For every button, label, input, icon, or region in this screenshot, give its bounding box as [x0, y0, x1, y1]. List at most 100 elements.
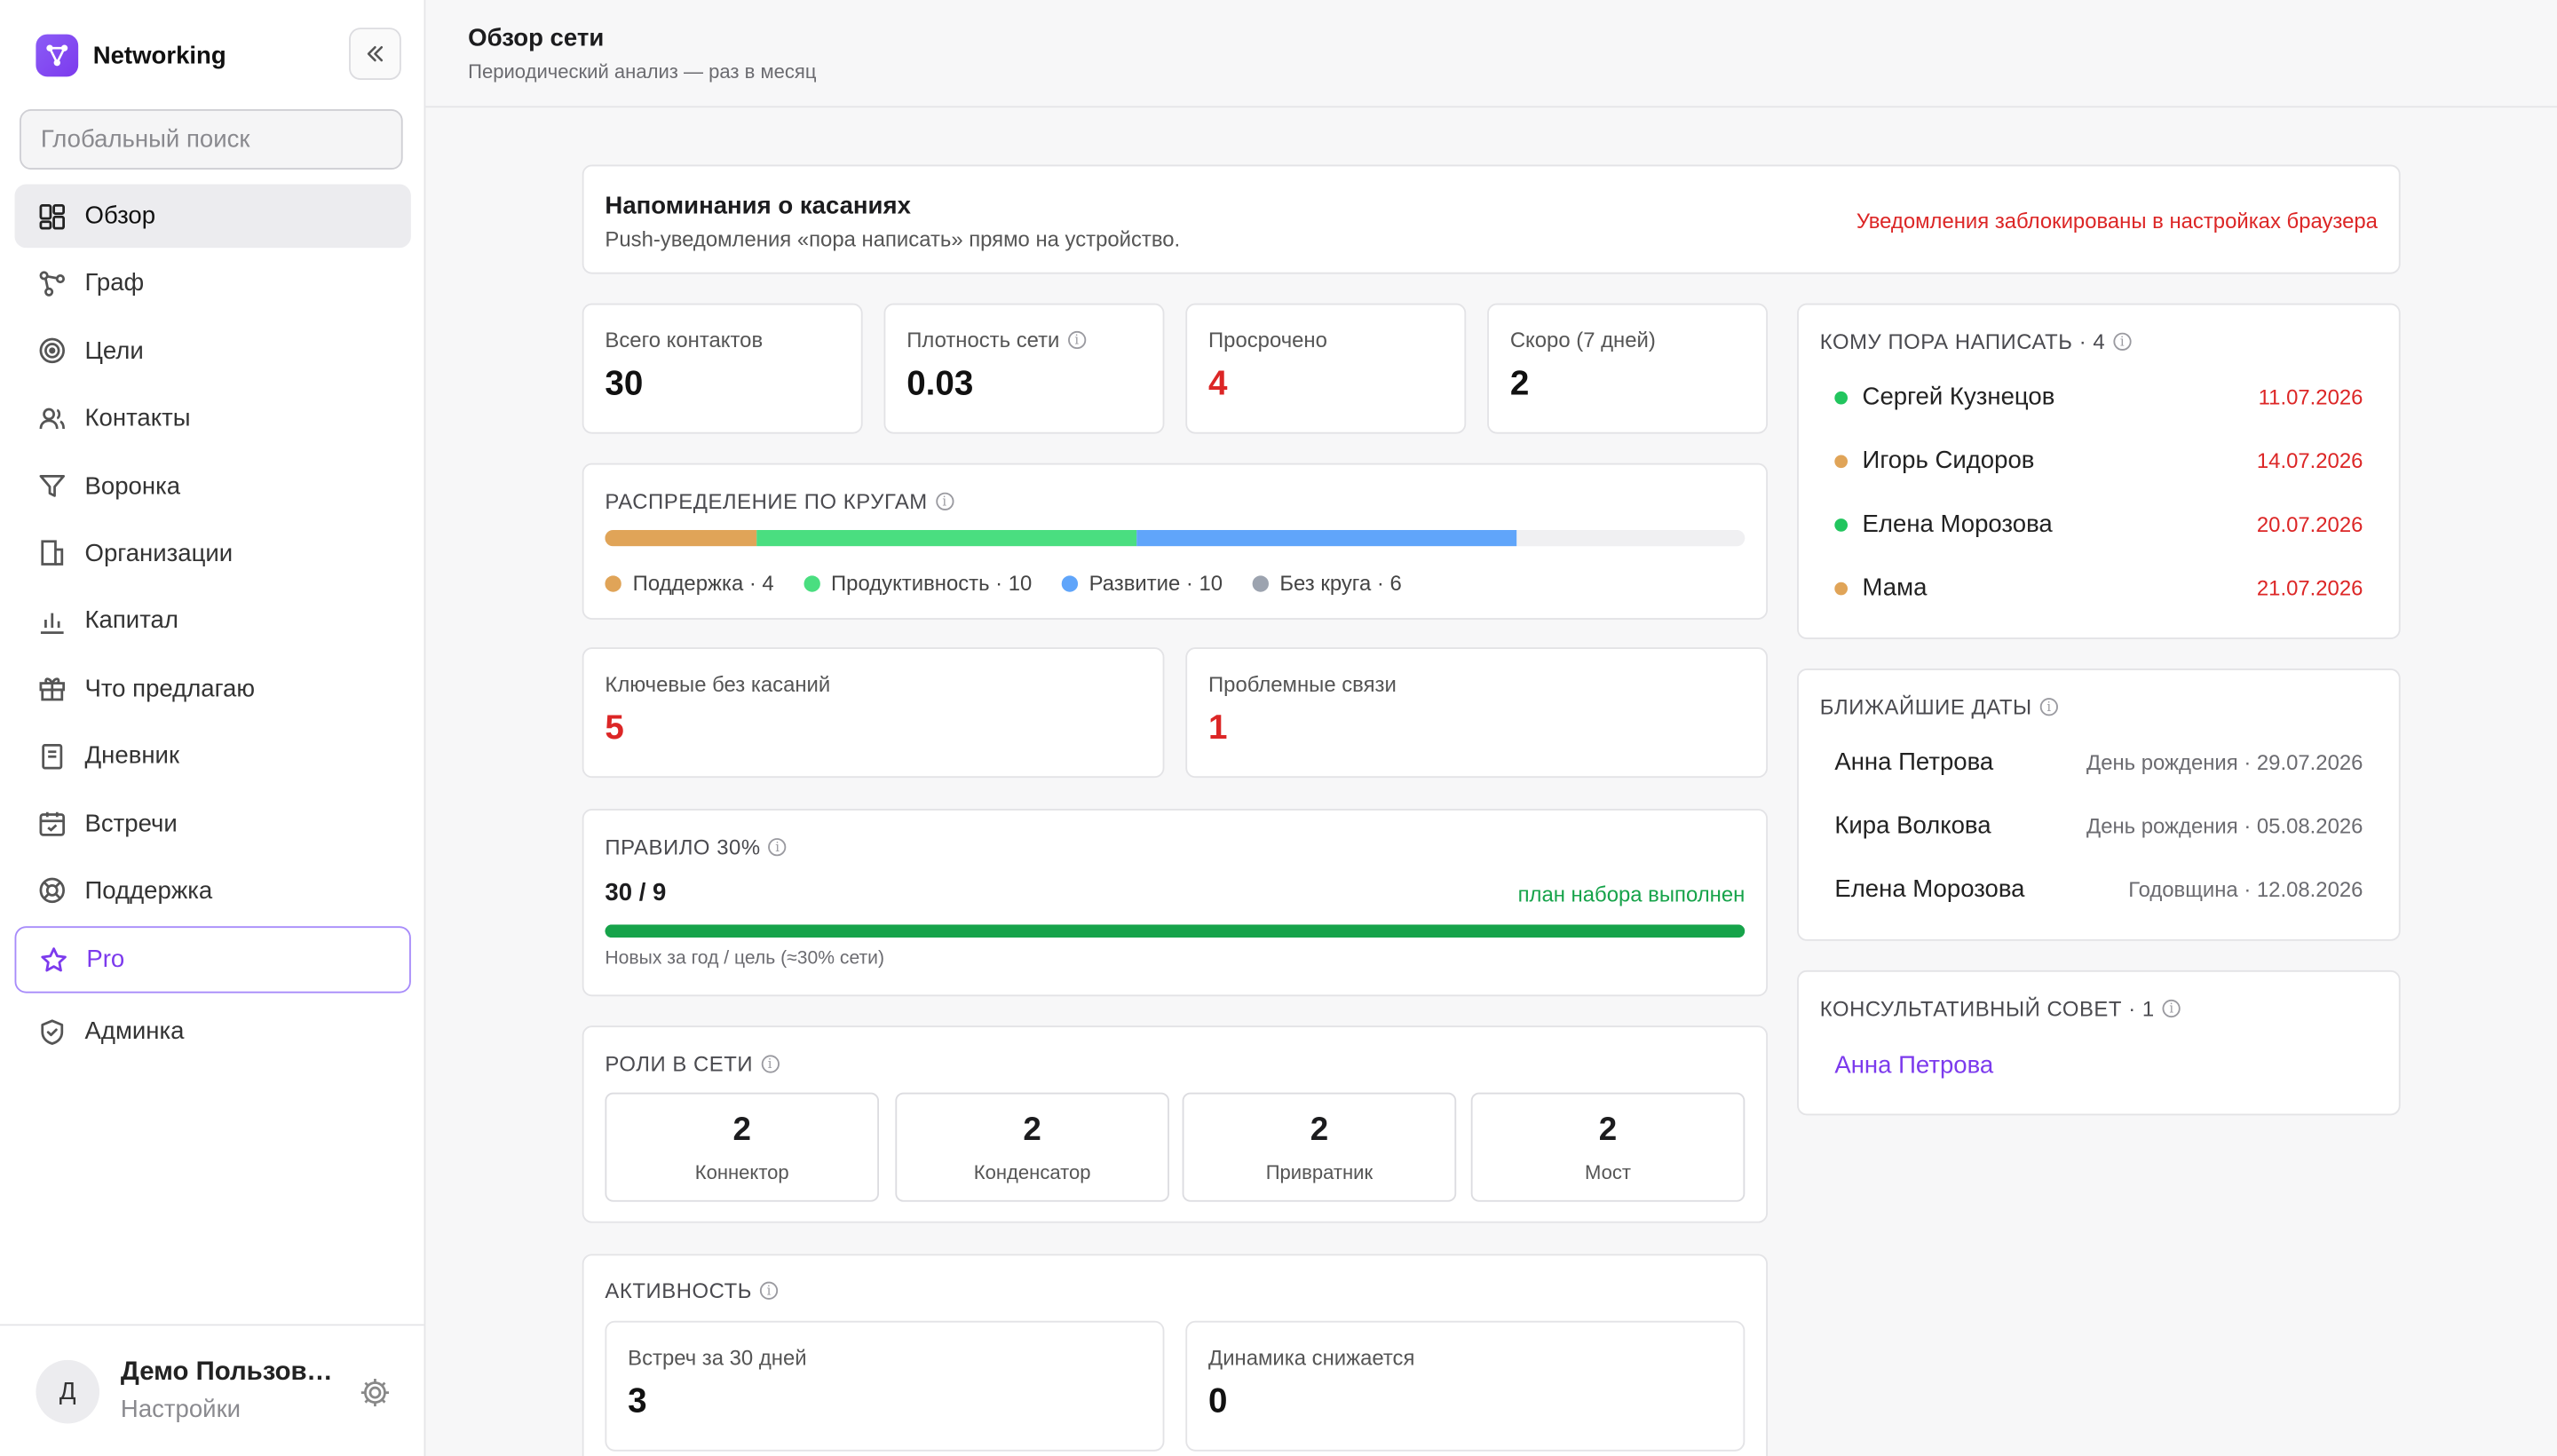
role-gatekeeper[interactable]: 2 Привратник: [1182, 1092, 1457, 1202]
info-icon[interactable]: i: [1067, 330, 1086, 350]
legend-item-development[interactable]: Развитие · 10: [1061, 571, 1223, 595]
rule-title: ПРАВИЛО 30% i: [605, 835, 788, 859]
sidebar-item-funnel[interactable]: Воронка: [15, 455, 411, 518]
users-icon: [39, 408, 66, 429]
graph-icon: [39, 271, 66, 297]
rule-progress-track: [605, 924, 1746, 938]
legend-dot: [803, 574, 820, 591]
info-icon[interactable]: i: [2039, 698, 2059, 716]
event-date: Годовщина · 12.08.2026: [2128, 877, 2363, 902]
notebook-icon: [42, 743, 63, 769]
stat-label: Динамика снижается: [1208, 1345, 1415, 1370]
rule-status: план набора выполнен: [1517, 882, 1746, 907]
stat-soon[interactable]: Скоро (7 дней) 2: [1487, 303, 1769, 434]
sidebar-item-offer[interactable]: Что предлагаю: [15, 657, 411, 721]
role-condenser[interactable]: 2 Конденсатор: [895, 1092, 1169, 1202]
role-count: 2: [732, 1112, 751, 1149]
sidebar-item-meetings[interactable]: Встречи: [15, 792, 411, 856]
stat-value: 0.03: [906, 365, 974, 403]
contact-row[interactable]: Мама 21.07.2026: [1834, 574, 2363, 602]
sidebar-item-capital[interactable]: Капитал: [15, 590, 411, 653]
legend-label: Продуктивность · 10: [831, 570, 1033, 596]
sidebar-item-diary[interactable]: Дневник: [15, 724, 411, 788]
avatar[interactable]: Д: [36, 1359, 100, 1424]
rule-progress-fill: [605, 924, 1746, 938]
gift-icon: [39, 677, 66, 701]
info-icon[interactable]: i: [935, 492, 954, 510]
to-write-title: КОМУ ПОРА НАПИСАТЬ · 4 i: [1820, 329, 2132, 354]
contact-name: Елена Морозова: [1834, 875, 2025, 904]
legend-label: Поддержка · 4: [632, 570, 774, 596]
info-icon[interactable]: i: [768, 838, 788, 857]
rule-note: Новых за год / цель (≈30% сети): [605, 948, 885, 969]
sidebar-item-goals[interactable]: Цели: [15, 320, 411, 384]
user-panel[interactable]: Д Демо Пользователь Настройки: [0, 1324, 424, 1456]
sidebar-item-pro[interactable]: Pro: [14, 926, 411, 994]
info-icon[interactable]: i: [761, 1055, 780, 1073]
date-row[interactable]: Елена Морозова Годовщина · 12.08.2026: [1834, 875, 2363, 903]
due-date: 14.07.2026: [2256, 448, 2363, 473]
bar-chart-icon: [40, 613, 64, 634]
role-label: Мост: [1585, 1160, 1632, 1184]
status-dot: [1834, 581, 1848, 595]
advisory-board-card: КОНСУЛЬТАТИВНЫЙ СОВЕТ · 1 i Анна Петрова: [1797, 969, 2401, 1116]
sidebar-item-organizations[interactable]: Организации: [15, 522, 411, 586]
stat-label: Встреч за 30 дней: [628, 1345, 807, 1370]
info-icon[interactable]: i: [2162, 999, 2181, 1018]
meetings-30-days[interactable]: Встреч за 30 дней 3: [605, 1320, 1165, 1452]
contact-row[interactable]: Елена Морозова 20.07.2026: [1834, 510, 2363, 538]
brand[interactable]: Networking: [36, 34, 226, 77]
roles-card: РОЛИ В СЕТИ i 2 Коннектор 2 Конденсатор …: [582, 1025, 1769, 1223]
role-connector[interactable]: 2 Коннектор: [605, 1092, 879, 1202]
sidebar-item-support[interactable]: Поддержка: [15, 859, 411, 923]
stat-density[interactable]: Плотность сети i 0.03: [883, 303, 1165, 434]
user-settings-link[interactable]: Настройки: [120, 1396, 241, 1424]
stat-total-contacts[interactable]: Всего контактов 30: [582, 303, 863, 434]
status-dot: [1834, 454, 1848, 468]
date-row[interactable]: Кира Волкова День рождения · 05.08.2026: [1834, 812, 2363, 840]
notification-status: Уведомления заблокированы в настройках б…: [1856, 209, 2378, 233]
contact-row[interactable]: Игорь Сидоров 14.07.2026: [1834, 447, 2363, 474]
contact-row[interactable]: Сергей Кузнецов 11.07.2026: [1834, 384, 2363, 411]
reminders-card: Напоминания о касаниях Push-уведомления …: [582, 164, 2401, 274]
stat-value: 5: [605, 708, 624, 748]
date-row[interactable]: Анна Петрова День рождения · 29.07.2026: [1834, 748, 2363, 776]
contact-name: Сергей Кузнецов: [1862, 383, 2055, 411]
sidebar-item-label: Контакты: [84, 404, 191, 433]
legend-item-support[interactable]: Поддержка · 4: [605, 570, 774, 596]
sidebar-item-graph[interactable]: Граф: [15, 252, 411, 316]
trend-declining[interactable]: Динамика снижается 0: [1185, 1320, 1746, 1452]
info-icon[interactable]: i: [2113, 332, 2132, 351]
stat-label: Всего контактов: [605, 328, 764, 352]
legend-item-productivity[interactable]: Продуктивность · 10: [803, 570, 1033, 596]
role-bridge[interactable]: 2 Мост: [1470, 1092, 1746, 1202]
key-no-touch-card[interactable]: Ключевые без касаний 5: [582, 647, 1165, 779]
board-member-link[interactable]: Анна Петрова: [1834, 1051, 1994, 1080]
circles-distribution-bar: [605, 529, 1746, 547]
stat-value: 3: [628, 1382, 647, 1420]
sidebar: Networking Обзор Граф Цели Контакты: [0, 0, 426, 1456]
to-write-title-text: КОМУ ПОРА НАПИСАТЬ · 4: [1819, 329, 2106, 354]
legend-item-no-circle[interactable]: Без круга · 6: [1252, 570, 1402, 596]
collapse-sidebar-button[interactable]: [349, 28, 401, 80]
circles-title-text: РАСПРЕДЕЛЕНИЕ ПО КРУГАМ: [605, 489, 928, 514]
contact-name: Анна Петрова: [1834, 748, 1994, 777]
info-icon[interactable]: i: [760, 1281, 779, 1300]
sidebar-item-contacts[interactable]: Контакты: [15, 387, 411, 451]
circles-card: РАСПРЕДЕЛЕНИЕ ПО КРУГАМ i Поддержка · 4 …: [582, 463, 1769, 620]
stat-overdue[interactable]: Просрочено 4: [1185, 303, 1467, 434]
stat-label: Проблемные связи: [1208, 671, 1397, 697]
due-date: 21.07.2026: [2256, 575, 2363, 600]
stat-value: 1: [1208, 708, 1228, 748]
circles-legend: Поддержка · 4 Продуктивность · 10 Развит…: [605, 570, 1402, 596]
rule-title-text: ПРАВИЛО 30%: [605, 835, 761, 859]
gear-icon[interactable]: [359, 1376, 392, 1409]
problem-links-card[interactable]: Проблемные связи 1: [1185, 647, 1769, 779]
sidebar-item-admin[interactable]: Админка: [15, 1000, 411, 1064]
sidebar-item-label: Обзор: [84, 202, 156, 230]
role-label: Привратник: [1265, 1160, 1373, 1184]
global-search-input[interactable]: [20, 109, 403, 170]
circles-bar-segment: [605, 529, 757, 547]
legend-label: Без круга · 6: [1279, 570, 1402, 596]
sidebar-item-overview[interactable]: Обзор: [14, 184, 411, 249]
